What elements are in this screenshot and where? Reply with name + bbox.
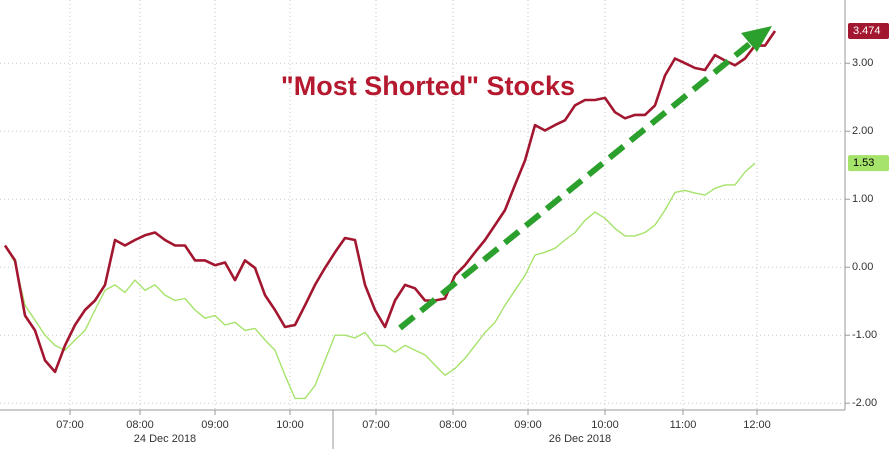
y-tick-label: 2.00 [852,125,873,137]
last-value-tag: 1.53 [853,157,874,169]
x-tick-label: 11:00 [670,419,697,431]
x-tick-label: 08:00 [126,419,154,431]
x-tick-label: 08:00 [439,419,467,431]
last-value-tag-bg [848,23,889,40]
x-tick-label: 09:00 [514,419,542,431]
series-line [3,30,777,374]
x-tick-label: 07:00 [56,419,84,431]
day-label: 26 Dec 2018 [549,433,611,445]
y-tick-label: 1.00 [852,193,873,205]
x-tick-label: 12:00 [743,419,771,431]
series-line [4,162,756,400]
day-label: 24 Dec 2018 [134,433,196,445]
y-tick-label: -2.00 [852,397,877,409]
x-tick-label: 09:00 [201,419,229,431]
x-tick-label: 10:00 [276,419,304,431]
trend-arrow [398,26,772,331]
x-tick-label: 07:00 [362,419,390,431]
x-tick-label: 10:00 [591,419,619,431]
y-tick-label: -1.00 [852,329,877,341]
chart-title: "Most Shorted" Stocks [281,71,575,101]
y-tick-label: 3.00 [852,57,873,69]
y-tick-label: 0.00 [852,261,873,273]
last-value-tag: 3.474 [853,25,881,37]
last-value-tag-bg [848,155,889,172]
